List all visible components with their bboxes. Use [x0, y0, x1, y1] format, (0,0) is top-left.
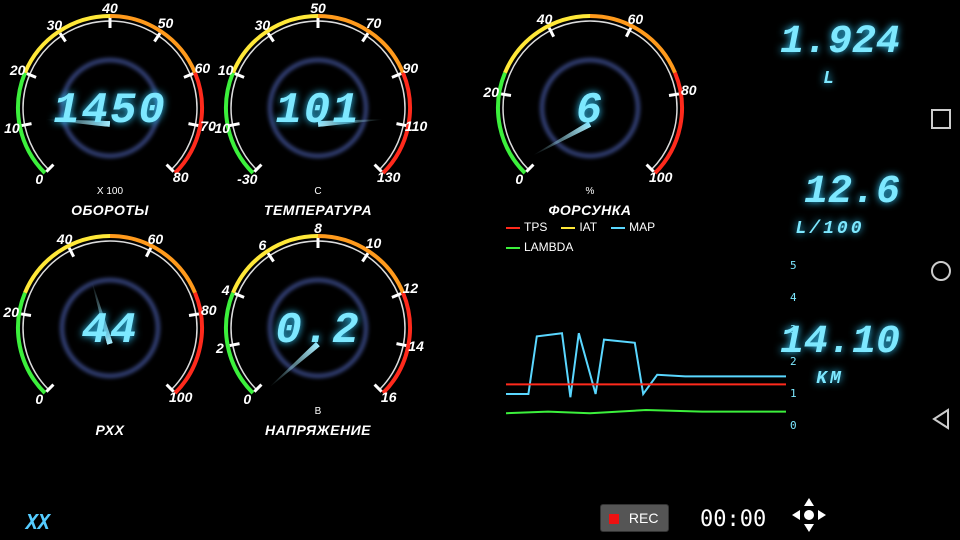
gauge-temp-tick: 70	[366, 15, 382, 31]
gauge-volt-tick: 4	[222, 282, 230, 298]
chart-ytick: 0	[790, 419, 797, 432]
chart-series-map	[506, 333, 786, 397]
side-unit-0: L	[760, 69, 900, 89]
gauge-rpm-label: ОБОРОТЫ	[10, 202, 210, 218]
gauge-temp-tick: 130	[377, 169, 400, 185]
recent-apps-icon[interactable]	[930, 108, 952, 130]
gauge-pxx-tick: 0	[35, 391, 43, 407]
gauge-volt-tick: 16	[381, 389, 397, 405]
gauge-rpm-tick: 50	[158, 15, 174, 31]
side-unit-1: L/100	[760, 219, 900, 239]
gauge-pxx: 02040608010044РХХ	[10, 228, 210, 458]
chart-ytick: 2	[790, 355, 797, 368]
gauge-temp-tick: 30	[255, 17, 271, 33]
gauge-rpm-tick: 30	[47, 17, 63, 33]
gauge-rpm-tick: 80	[173, 169, 189, 185]
record-label: REC	[629, 510, 659, 526]
chart-series-lambda	[506, 410, 786, 413]
gauge-inj-label: ФОРСУНКА	[490, 202, 690, 218]
gauge-rpm-unit: X 100	[10, 186, 210, 197]
gauge-pxx-tick: 40	[57, 231, 73, 247]
side-value-0: 1.924	[760, 20, 900, 65]
gauge-pxx-tick: 60	[148, 231, 164, 247]
gauge-temp-value: 101	[218, 86, 418, 136]
gauge-inj-tick: 100	[649, 169, 672, 185]
gauge-temp: -30-101030507090110130101CТЕМПЕРАТУРА	[218, 8, 418, 238]
gauge-inj-tick: 60	[628, 11, 644, 27]
legend-item-lambda: LAMBDA	[524, 240, 573, 254]
gauge-volt-tick: 12	[403, 280, 419, 296]
gauge-volt-value: 0.2	[218, 306, 418, 356]
xx-indicator: XX	[26, 510, 50, 534]
gauge-temp-tick: 50	[310, 0, 326, 16]
gauge-temp-tick: -30	[237, 171, 257, 187]
gauge-volt-unit: В	[218, 406, 418, 417]
side-readout-1: 12.6 L/100	[760, 170, 900, 239]
android-navbar	[920, 0, 960, 540]
gauge-volt-tick: 10	[366, 235, 382, 251]
gauge-temp-label: ТЕМПЕРАТУРА	[218, 202, 418, 218]
gauge-pxx-value: 44	[10, 306, 210, 356]
gauge-volt-tick: 0	[243, 391, 251, 407]
gauge-volt-tick: 6	[259, 237, 267, 253]
gauge-temp-tick: 10	[218, 62, 234, 78]
chart-ytick: 5	[790, 259, 797, 272]
sensor-chart	[506, 266, 786, 426]
gauge-rpm-tick: 20	[10, 62, 26, 78]
gauge-inj-value: 6	[490, 86, 690, 136]
gauge-rpm-tick: 0	[35, 171, 43, 187]
side-value-1: 12.6	[760, 170, 900, 215]
gauge-volt: 02468101214160.2ВНАПРЯЖЕНИЕ	[218, 228, 418, 458]
chart-ytick: 1	[790, 387, 797, 400]
gauge-inj-tick: 40	[537, 11, 553, 27]
chart-ytick: 3	[790, 323, 797, 336]
dpad-control[interactable]	[790, 496, 828, 534]
home-icon[interactable]	[930, 260, 952, 282]
gauge-pxx-tick: 100	[169, 389, 192, 405]
gauge-rpm-value: 1450	[10, 86, 210, 136]
record-button[interactable]: REC	[600, 504, 669, 532]
gauge-inj: 0204060801006%ФОРСУНКА	[490, 8, 690, 238]
side-readout-0: 1.924 L	[760, 20, 900, 89]
record-timer: 00:00	[700, 507, 766, 532]
gauge-pxx-label: РХХ	[10, 422, 210, 438]
gauge-inj-tick: 0	[515, 171, 523, 187]
gauge-temp-unit: C	[218, 186, 418, 197]
gauge-rpm: 010203040506070801450X 100ОБОРОТЫ	[10, 8, 210, 238]
gauge-volt-tick: 8	[314, 220, 322, 236]
gauge-inj-unit: %	[490, 186, 690, 197]
gauge-temp-tick: 90	[403, 60, 419, 76]
gauge-rpm-tick: 60	[195, 60, 211, 76]
back-icon[interactable]	[930, 408, 952, 430]
chart-ytick: 4	[790, 291, 797, 304]
gauge-rpm-tick: 40	[102, 0, 118, 16]
gauge-volt-label: НАПРЯЖЕНИЕ	[218, 422, 418, 438]
